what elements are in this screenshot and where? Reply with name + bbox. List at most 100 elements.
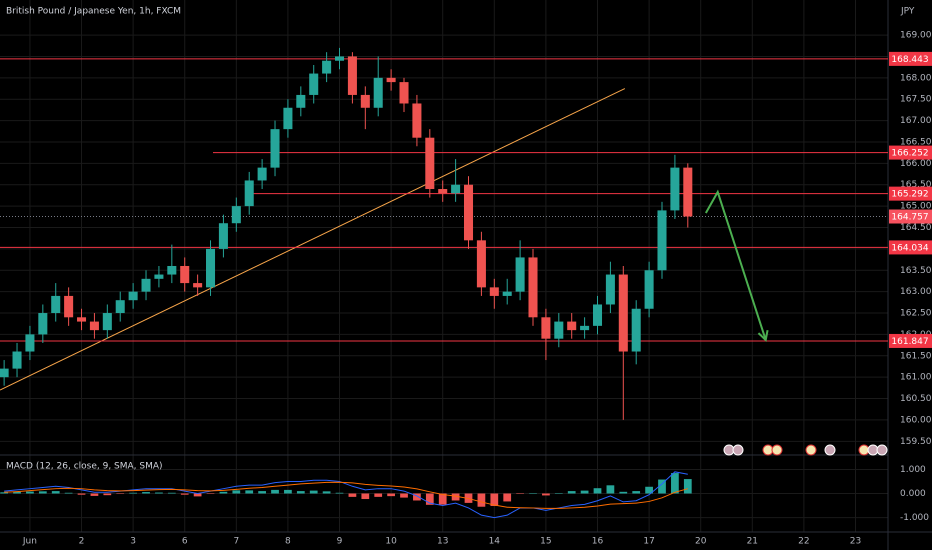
forecast-arrow [704, 189, 767, 341]
macd-histogram-bar [425, 493, 434, 505]
candle-body [296, 94, 306, 108]
macd-histogram-bar [103, 493, 112, 496]
candle-body [128, 291, 138, 301]
candle-body [683, 167, 693, 217]
macd-histogram-bar [606, 485, 615, 494]
price-label: 161.847 [891, 337, 928, 347]
y-tick-label: 168.000 [900, 73, 932, 83]
forecast-arrow-head [757, 329, 769, 342]
candle-body [141, 278, 151, 292]
macd-tick-label: 0.000 [900, 489, 926, 499]
candle-body [412, 103, 422, 138]
macd-histogram-bar [167, 492, 176, 494]
candle-body [489, 287, 499, 296]
candle-body [180, 265, 190, 284]
price-label-box [889, 240, 932, 255]
y-tick-label: 166.500 [900, 137, 932, 147]
y-tick-label: 165.500 [900, 180, 932, 190]
price-label-box [889, 51, 932, 66]
candle-body [347, 56, 357, 95]
macd-histogram-bar [503, 493, 512, 502]
macd-histogram-bar [271, 489, 279, 494]
macd-histogram-bar [64, 492, 73, 494]
macd-tick-label: 1.000 [900, 465, 926, 475]
x-tick-label: 8 [285, 537, 291, 547]
x-tick-label: 9 [337, 537, 343, 547]
chart-title: British Pound / Japanese Yen, 1h, FXCM [6, 7, 181, 17]
x-tick-label: Jun [22, 537, 37, 547]
event-icon [771, 444, 783, 456]
macd-title: MACD (12, 26, close, 9, SMA, SMA) [6, 462, 163, 472]
candle-body [451, 184, 461, 194]
macd-histogram-bar [90, 493, 99, 496]
price-label: 166.252 [891, 149, 928, 159]
candle-body [283, 107, 293, 130]
x-tick-label: 14 [489, 537, 501, 547]
candle-body [541, 317, 551, 339]
macd-histogram-bar [206, 493, 215, 494]
unit-label: JPY [900, 7, 915, 17]
event-icon [732, 444, 744, 456]
candle-body [399, 82, 409, 104]
macd-histogram-bar [400, 493, 408, 498]
candle-body [373, 77, 383, 108]
candle-body [644, 270, 654, 309]
marks [0, 47, 888, 519]
macd-histogram-bar [451, 493, 460, 501]
candle-body [257, 167, 267, 181]
candle-body [154, 274, 164, 279]
macd-tick-label: -1.000 [900, 513, 929, 523]
candle-body [360, 94, 370, 108]
labels: Jun23678910131415161720212223159.500160.… [22, 31, 932, 547]
y-tick-label: 165.000 [900, 202, 932, 212]
y-tick-label: 166.000 [900, 159, 932, 169]
macd-histogram-bar [348, 493, 357, 497]
macd-histogram-bar [335, 492, 344, 494]
y-tick-label: 161.000 [900, 373, 932, 383]
candle-body [0, 368, 9, 378]
macd-histogram-bar [155, 492, 163, 494]
macd-histogram-bar [245, 490, 254, 494]
macd-histogram-bar [296, 491, 305, 494]
candle-body [605, 274, 615, 305]
macd-histogram-bar [593, 488, 602, 494]
candle-body [670, 167, 680, 211]
macd-histogram-bar [193, 493, 202, 497]
candle-body [270, 129, 280, 168]
y-tick-label: 161.500 [900, 351, 932, 361]
x-tick-label: 21 [747, 537, 758, 547]
event-icon [805, 444, 817, 456]
macd-histogram-bar [542, 493, 550, 496]
macd-histogram-bar [26, 491, 34, 494]
y-tick-label: 167.500 [900, 95, 932, 105]
event-icons [723, 444, 888, 456]
event-icon [876, 444, 888, 456]
candle-body [25, 334, 35, 352]
macd-histogram-bar [567, 491, 576, 494]
macd-histogram-bar [477, 493, 486, 507]
candle-body [425, 137, 435, 190]
y-tick-label: 164.500 [900, 223, 932, 233]
candle-body [231, 206, 241, 224]
price-label: 165.292 [891, 190, 928, 200]
x-tick-label: 10 [385, 537, 397, 547]
macd-histogram-bar [645, 486, 653, 494]
macd-histogram-bar [580, 490, 589, 494]
candle-body [386, 77, 396, 83]
price-label: 168.443 [891, 55, 928, 65]
x-tick-label: 23 [850, 537, 861, 547]
trend-line [0, 88, 626, 391]
macd-histogram-bar [438, 493, 447, 505]
candle-body [618, 274, 628, 352]
candle-body [567, 321, 577, 331]
macd-histogram-bar [387, 493, 395, 497]
y-tick-label: 162.500 [900, 309, 932, 319]
x-tick-label: 17 [643, 537, 654, 547]
candle-body [657, 210, 667, 271]
macd-histogram-bar [322, 491, 331, 494]
event-icon [824, 444, 836, 456]
x-tick-label: 2 [79, 537, 85, 547]
candle-body [102, 313, 112, 331]
x-tick-label: 20 [695, 537, 707, 547]
candle-body [334, 56, 345, 61]
